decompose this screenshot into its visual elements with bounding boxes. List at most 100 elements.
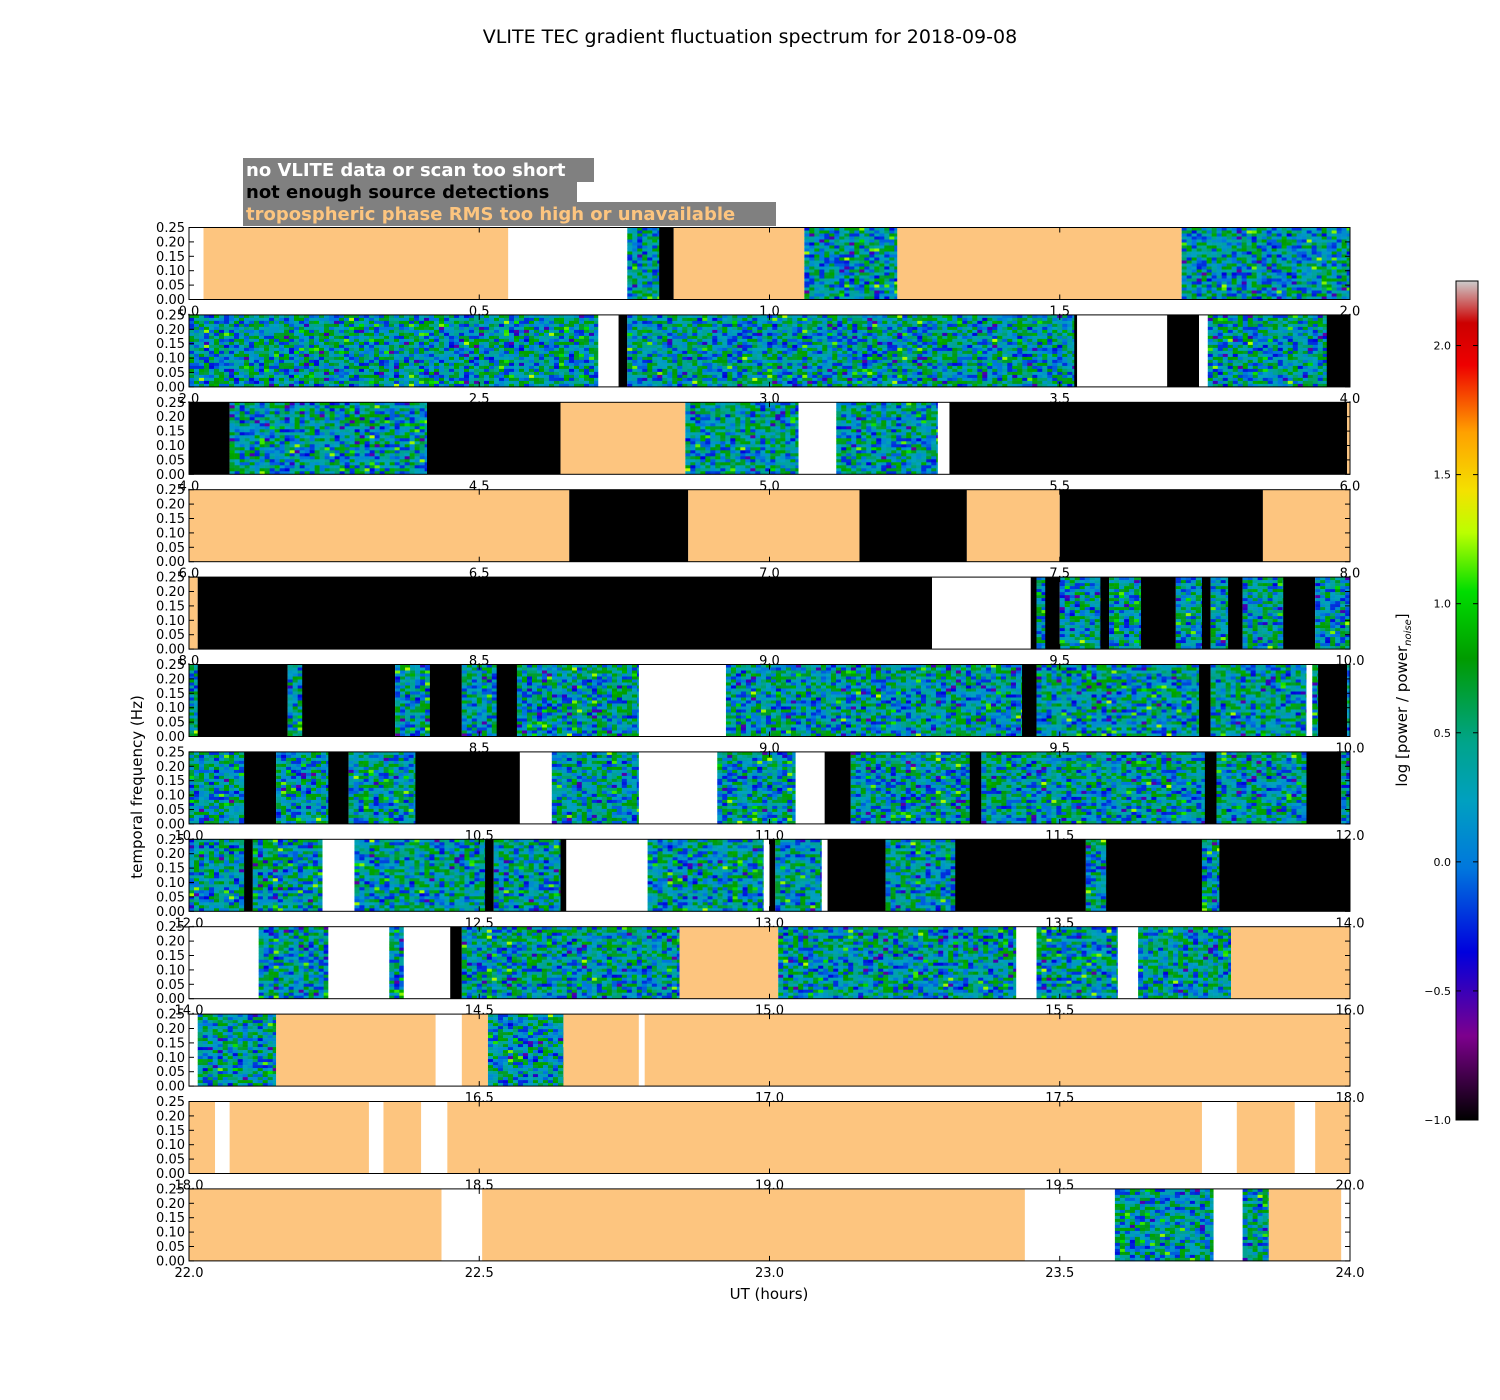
status-segment-nodet <box>485 839 494 912</box>
spectrum-segment <box>258 926 329 999</box>
y-tick-label: 0.20 <box>156 1022 185 1037</box>
colorbar-tick-label: 0.0 <box>1434 856 1452 869</box>
spectrum-segment <box>1216 751 1307 825</box>
spectrum-segment <box>981 751 1206 825</box>
legend-no-detections: not enough source detections <box>246 182 549 203</box>
spectrum-segment <box>389 926 405 999</box>
y-tick-label: 0.10 <box>156 789 185 804</box>
y-tick-label: 0.15 <box>156 1211 185 1226</box>
status-segment-trop <box>203 227 509 300</box>
x-tick-label: 22.5 <box>465 1266 494 1281</box>
status-segment-nodet <box>496 664 517 737</box>
spectrum-segment <box>1207 314 1328 388</box>
status-segment-none <box>821 839 828 912</box>
status-segment-none <box>441 1188 483 1261</box>
status-segment-nodet <box>415 751 520 824</box>
status-segment-trop <box>189 1188 442 1261</box>
spectrum-segment <box>1242 577 1284 650</box>
spectrum-segment <box>229 402 428 475</box>
spectrum-segment <box>627 227 660 300</box>
status-segment-nodet <box>1283 577 1316 650</box>
spectrum-segment <box>1114 1188 1214 1262</box>
panel-1: 0.000.050.100.150.200.250.0 0.5 1.0 1.5 2.0 <box>156 221 1360 320</box>
y-tick-label: 0.25 <box>156 221 185 236</box>
spectrum-segment <box>1138 926 1232 999</box>
y-tick-label: 0.10 <box>156 526 185 541</box>
spectrum-segment <box>836 402 939 475</box>
y-tick-label: 0.00 <box>156 1254 185 1269</box>
status-segment-trop <box>383 1101 422 1174</box>
spectrum-segment <box>252 839 323 912</box>
spectrum-segment <box>804 227 898 300</box>
y-tick-label: 0.00 <box>156 1080 185 1095</box>
x-axis-label: UT (hours) <box>730 1285 809 1303</box>
spectrum-segment <box>1109 577 1142 650</box>
y-tick-label: 0.00 <box>156 380 185 395</box>
status-segment-nodet <box>618 314 628 387</box>
status-segment-none <box>937 402 950 475</box>
status-segment-nodet <box>302 664 396 737</box>
panel-3: 0.000.050.100.150.200.254.0 4.5 5.0 5.5 6.0 <box>156 396 1360 495</box>
status-segment-none <box>1016 926 1037 999</box>
status-segment-none <box>328 926 390 999</box>
status-segment-none <box>435 1014 462 1087</box>
status-segment-nodet <box>1030 577 1037 650</box>
y-tick-label: 0.15 <box>156 1036 185 1051</box>
status-segment-none <box>1077 314 1168 387</box>
y-tick-label: 0.15 <box>156 512 185 527</box>
y-tick-label: 0.00 <box>156 468 185 483</box>
status-segment-trop <box>276 1014 436 1087</box>
status-segment-nodet <box>1141 577 1176 650</box>
status-segment-trop <box>1315 1101 1350 1174</box>
status-segment-nodet <box>859 489 967 562</box>
status-segment-trop <box>229 1101 369 1174</box>
status-segment-trop <box>482 1188 1025 1261</box>
status-segment-nodet <box>1199 664 1211 737</box>
status-segment-nodet <box>197 577 933 650</box>
y-tick-label: 0.15 <box>156 425 185 440</box>
colorbar-tick-label: 1.0 <box>1434 598 1452 611</box>
y-tick-label: 0.20 <box>156 410 185 425</box>
status-segment-nodet <box>1167 314 1200 387</box>
status-segment-none <box>421 1101 448 1174</box>
y-tick-label: 0.15 <box>156 250 185 265</box>
y-tick-label: 0.00 <box>156 817 185 832</box>
spectrum-segment <box>189 314 599 388</box>
spectrum-segment <box>197 1014 277 1087</box>
y-tick-label: 0.15 <box>156 949 185 964</box>
status-segment-nodet <box>769 839 776 912</box>
y-tick-label: 0.05 <box>156 803 185 818</box>
spectrum-segment <box>725 664 1023 737</box>
status-segment-trop <box>1236 1101 1295 1174</box>
status-segment-nodet <box>244 751 277 824</box>
colorbar-label: log [power / powernoise] <box>1393 613 1414 786</box>
spectrum-segment <box>885 839 956 912</box>
y-tick-label: 0.10 <box>156 352 185 367</box>
status-segment-none <box>798 402 837 475</box>
y-tick-label: 0.20 <box>156 1197 185 1212</box>
status-segment-none <box>215 1101 230 1174</box>
y-tick-label: 0.05 <box>156 366 185 381</box>
y-tick-label: 0.20 <box>156 235 185 250</box>
status-segment-none <box>638 1014 645 1087</box>
y-tick-label: 0.10 <box>156 264 185 279</box>
colorbar-tick-label: 0.5 <box>1434 727 1452 740</box>
y-tick-label: 0.25 <box>156 571 185 586</box>
status-segment-nodet <box>1318 664 1348 737</box>
colorbar-tick-label: −1.0 <box>1424 1114 1451 1127</box>
status-segment-none <box>1117 926 1139 999</box>
spectrum-segment <box>348 751 416 825</box>
status-segment-trop <box>189 489 570 562</box>
status-segment-none <box>1306 664 1313 737</box>
spectrum-segment <box>1315 577 1351 650</box>
legend-box-2 <box>243 180 577 204</box>
spectrum-segment <box>189 839 245 912</box>
spectrum-segment <box>487 1014 564 1087</box>
y-tick-label: 0.25 <box>156 920 185 935</box>
spectrum-segment <box>1059 577 1101 650</box>
status-segment-trop <box>461 1014 488 1087</box>
panel-4: 0.000.050.100.150.200.256.0 6.5 7.0 7.5 8.0 <box>156 483 1360 582</box>
